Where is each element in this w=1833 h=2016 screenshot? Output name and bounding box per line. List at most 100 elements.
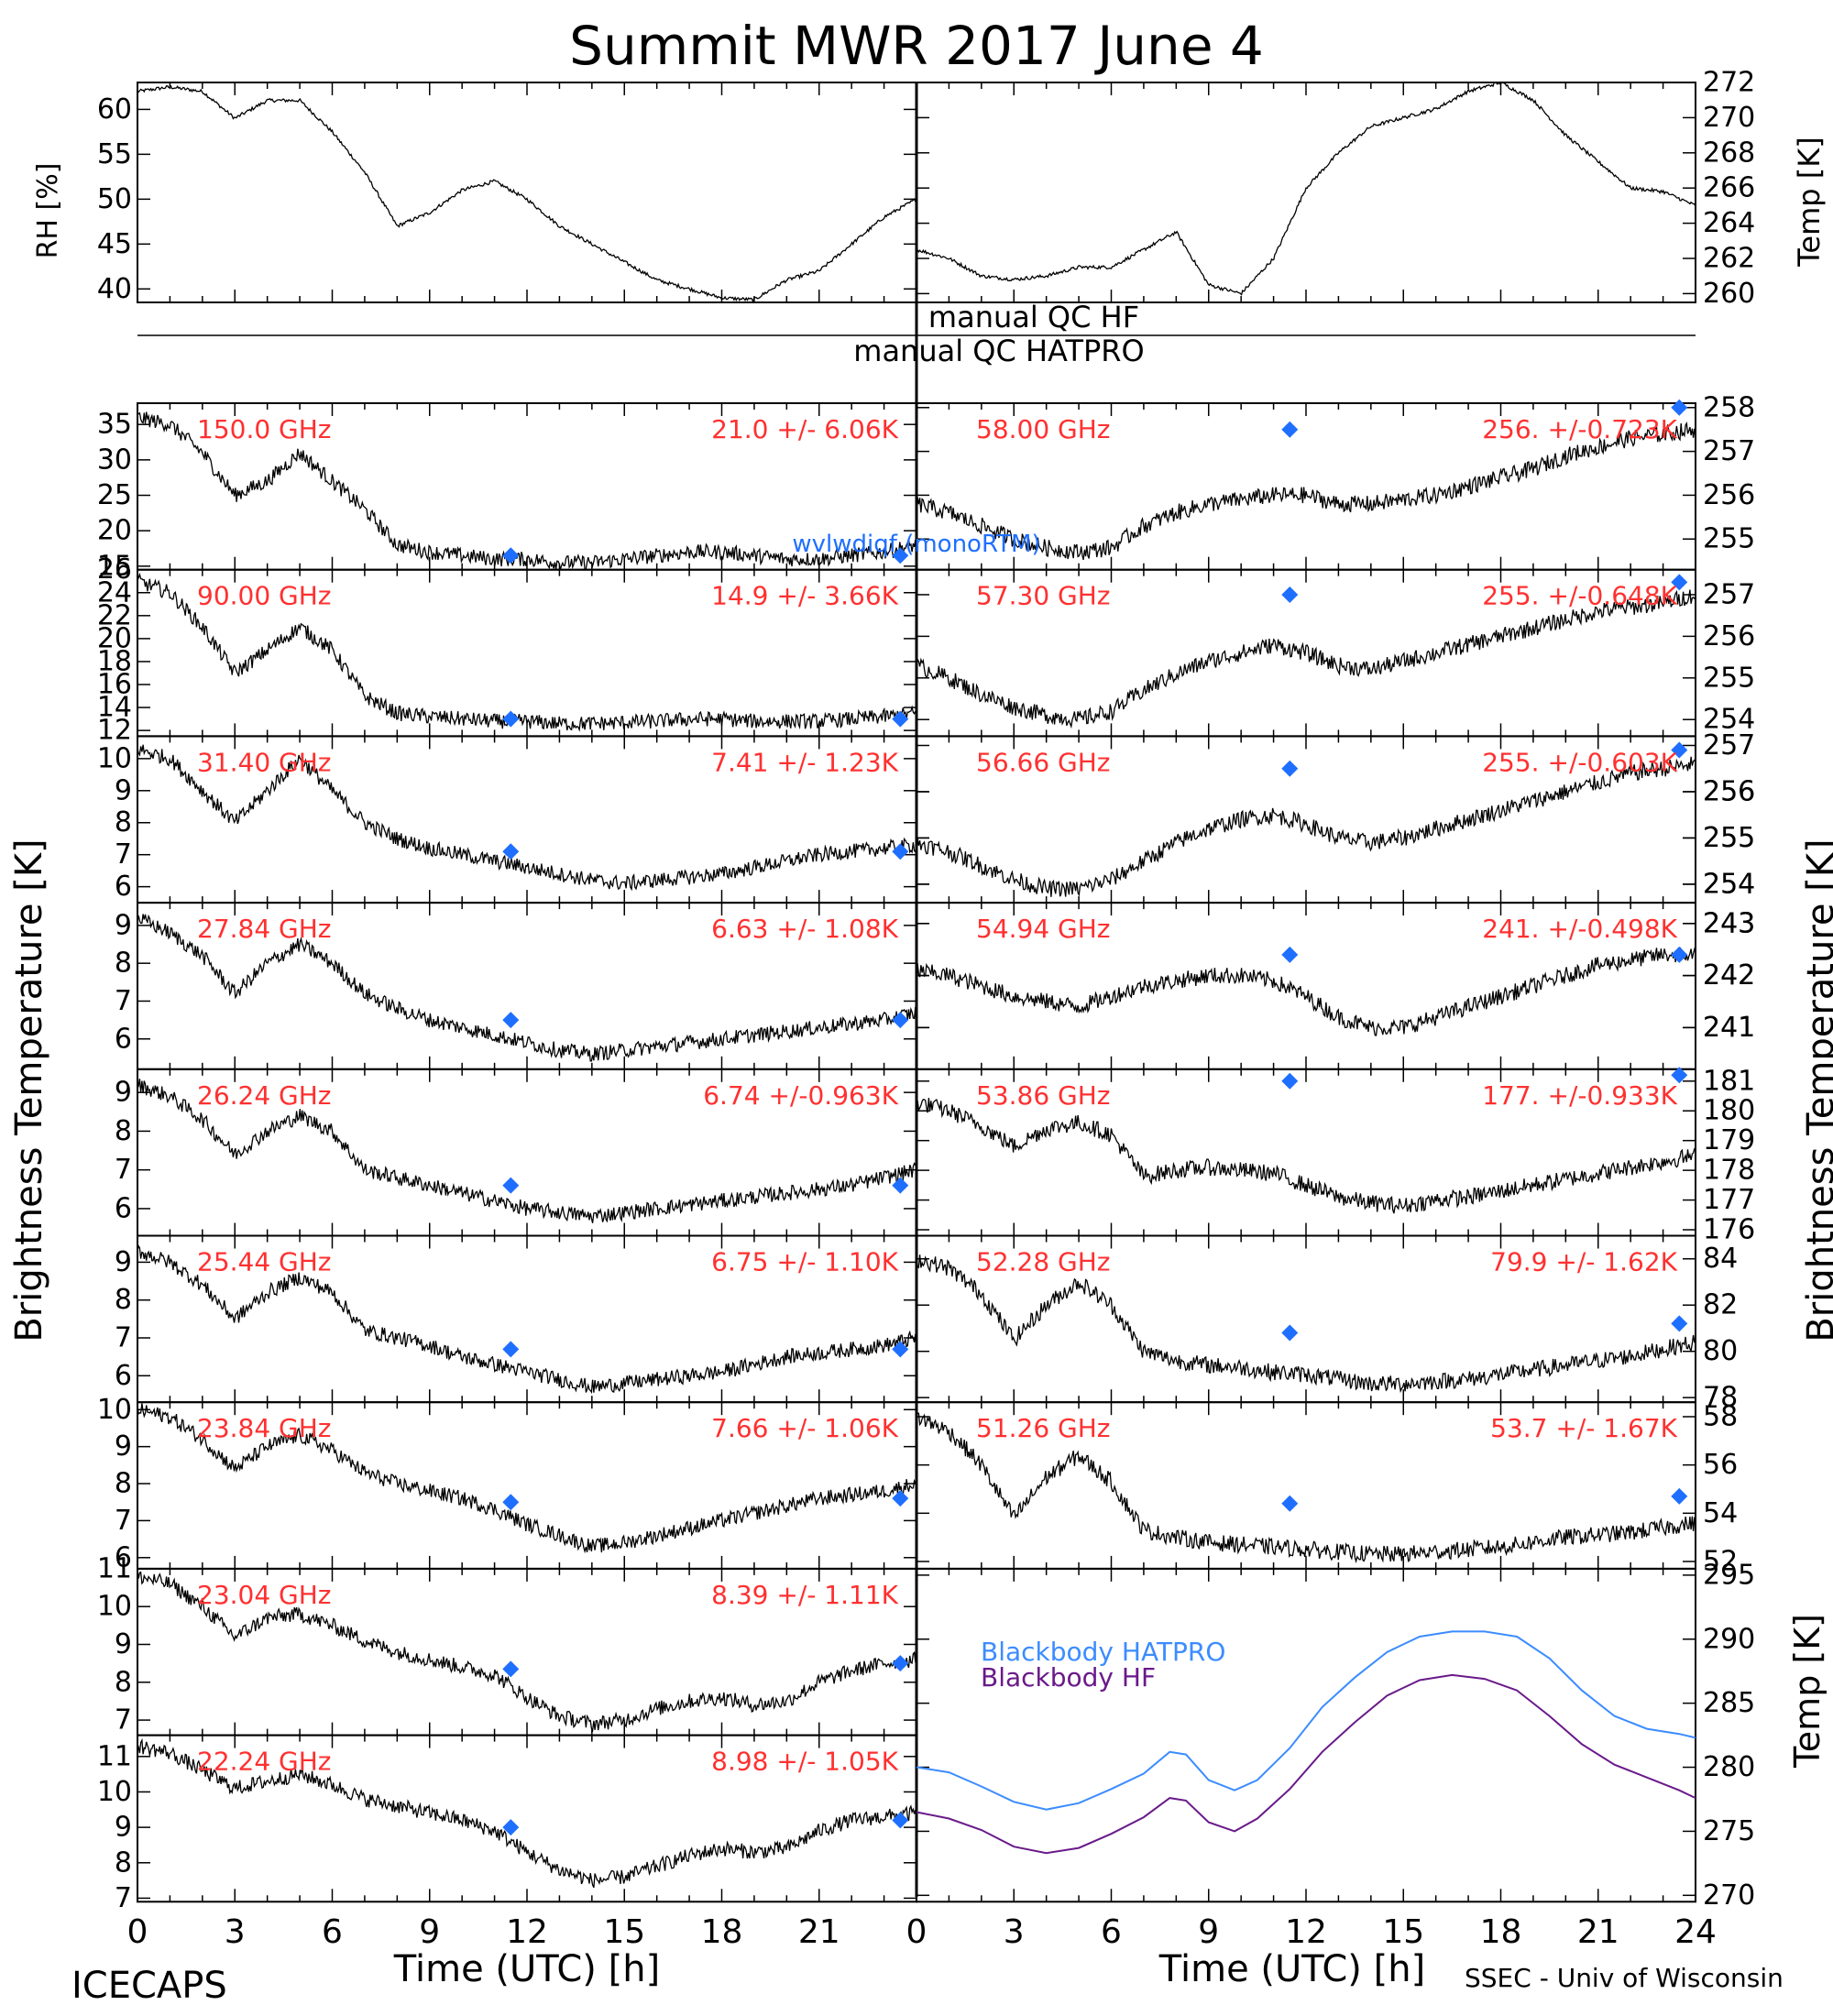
rp7-ytick-label: 270 — [1703, 1879, 1755, 1912]
temp-ytick-label: 268 — [1703, 137, 1755, 169]
rh-ytick-label: 45 — [97, 228, 132, 260]
x-label-left: Time (UTC) [h] — [393, 1948, 660, 1990]
rp0-ytick-label: 258 — [1703, 391, 1755, 423]
rp6-model-point — [1671, 1487, 1688, 1505]
x-tick-label: 12 — [506, 1913, 548, 1951]
rp3-ytick-label: 243 — [1703, 907, 1755, 939]
lp3-ytick-label: 9 — [115, 909, 132, 941]
footer-icecaps: ICECAPS — [71, 1965, 227, 2007]
legend-hatpro: Blackbody HATPRO — [981, 1637, 1225, 1667]
rp0-freq-label: 58.00 GHz — [976, 414, 1111, 444]
model-annotation: wvlwdiqf (monoRTM) — [792, 531, 1040, 558]
lp7-ytick-label: 8 — [115, 1666, 132, 1698]
rh-ytick-label: 60 — [97, 93, 132, 126]
temp-frame — [916, 82, 1696, 303]
x-tick-label: 18 — [1480, 1913, 1522, 1951]
lp2-model-point — [892, 843, 909, 860]
temp-ytick-label: 270 — [1703, 102, 1755, 134]
rp1-data-series — [916, 589, 1696, 729]
rp3-freq-label: 54.94 GHz — [976, 914, 1111, 944]
lp4-stat-label: 6.74 +/-0.963K — [703, 1080, 898, 1111]
rh-ylabel: RH [%] — [32, 163, 64, 259]
lp1-ytick-label: 24 — [97, 576, 132, 608]
lp8-data-series — [137, 1737, 917, 1889]
lp2-ytick-label: 8 — [115, 806, 132, 838]
lp0-model-point — [502, 547, 520, 564]
rp2-model-point — [1281, 760, 1299, 777]
lp3-model-point — [502, 1012, 520, 1029]
rp2-model-point — [1671, 741, 1688, 759]
rp3-ytick-label: 242 — [1703, 959, 1755, 992]
rp4-ytick-label: 179 — [1703, 1124, 1755, 1156]
rp0-ytick-label: 257 — [1703, 435, 1755, 467]
lp0-model-point — [892, 547, 909, 564]
lp4-ytick-label: 9 — [115, 1077, 132, 1109]
lp5-ytick-label: 9 — [115, 1246, 132, 1278]
rh-ytick-label: 50 — [97, 183, 132, 215]
lp5-ytick-label: 8 — [115, 1284, 132, 1316]
legend-hf: Blackbody HF — [981, 1662, 1156, 1693]
lp7-ytick-label: 10 — [97, 1591, 132, 1623]
lp8-model-point — [892, 1812, 909, 1829]
left-panel-7: 7 8 9 10 11 23.04 GHz 8.39 +/- 1.11K — [97, 1552, 917, 1737]
lp1-ytick-label: 20 — [97, 622, 132, 654]
lp4-ytick-label: 8 — [115, 1115, 132, 1147]
bb-temp-ylabel: Temp [K] — [1787, 1614, 1828, 1769]
right-panel-7: 270 275 280 285 290 295 Blackbody HATPROBlackb… — [916, 1559, 1755, 1912]
rp6-ytick-label: 56 — [1703, 1449, 1738, 1481]
lp3-data-series — [137, 914, 917, 1062]
lp6-freq-label: 23.84 GHz — [197, 1413, 332, 1443]
lp2-stat-label: 7.41 +/- 1.23K — [711, 747, 898, 777]
x-tick-label: 0 — [127, 1913, 148, 1951]
lp2-freq-label: 31.40 GHz — [197, 747, 332, 777]
lp8-ytick-label: 9 — [115, 1812, 132, 1844]
rp1-freq-label: 57.30 GHz — [976, 581, 1111, 611]
x-tick-label: 3 — [225, 1913, 246, 1951]
lp8-freq-label: 22.24 GHz — [197, 1747, 332, 1777]
lp0-stat-label: 21.0 +/- 6.06K — [711, 414, 898, 444]
lp0-data-series — [137, 411, 917, 571]
lp8-stat-label: 8.98 +/- 1.05K — [711, 1747, 898, 1777]
lp2-ytick-label: 10 — [97, 742, 132, 774]
temp-data-series — [916, 81, 1696, 296]
left-panel-8: 789 10 11 22.24 GHz 8.98 +/- 1.05K — [97, 1734, 917, 1914]
lp3-stat-label: 6.63 +/- 1.08K — [711, 914, 898, 944]
rp2-ytick-label: 255 — [1703, 822, 1755, 854]
lp4-model-point — [502, 1177, 520, 1194]
rp5-ytick-label: 84 — [1703, 1243, 1738, 1275]
rp3-ytick-label: 243 — [1703, 907, 1755, 939]
qc-hf-label: manual QC HF — [928, 300, 1139, 334]
lp1-ytick-label: 12 — [97, 715, 132, 747]
lp4-data-series — [137, 1079, 917, 1223]
rh-frame — [137, 82, 917, 303]
x-tick-label: 9 — [1198, 1913, 1219, 1951]
figure-title: Summit MWR 2017 June 4 — [569, 15, 1264, 77]
rp0-data-series — [916, 422, 1696, 561]
rp1-ytick-label: 257 — [1703, 578, 1755, 610]
lp5-data-series — [137, 1244, 917, 1395]
rh-ytick-label: 55 — [97, 138, 132, 170]
lp5-ytick-label: 6 — [115, 1360, 132, 1392]
lp5-stat-label: 6.75 +/- 1.10K — [711, 1247, 898, 1277]
left-panel-6: 6 7 8 9 10 23.84 GHz 7.66 +/- 1.06K — [97, 1394, 917, 1573]
lp2-ytick-label: 7 — [115, 838, 132, 871]
rp3-stat-label: 241. +/-0.498K — [1482, 914, 1677, 944]
lp3-ytick-label: 7 — [115, 985, 132, 1017]
lp6-ytick-label: 10 — [97, 1394, 132, 1426]
rp0-model-point — [1281, 421, 1299, 438]
qc-hatpro-label: manual QC HATPRO — [853, 334, 1144, 368]
rp0-model-point — [1671, 399, 1688, 416]
rp7-ytick-label: 275 — [1703, 1815, 1755, 1847]
lp7-data-series — [137, 1570, 917, 1733]
footer-ssec: SSEC - Univ of Wisconsin — [1465, 1963, 1784, 1993]
left-panel-4: 6 7 8 9 26.24 GHz 6.74 +/-0.963K — [115, 1068, 917, 1237]
rp4-ytick-label: 178 — [1703, 1155, 1755, 1187]
lp6-ytick-label: 8 — [115, 1468, 132, 1500]
rp4-ytick-label: 181 — [1703, 1065, 1755, 1097]
lp3-model-point — [892, 1012, 909, 1029]
